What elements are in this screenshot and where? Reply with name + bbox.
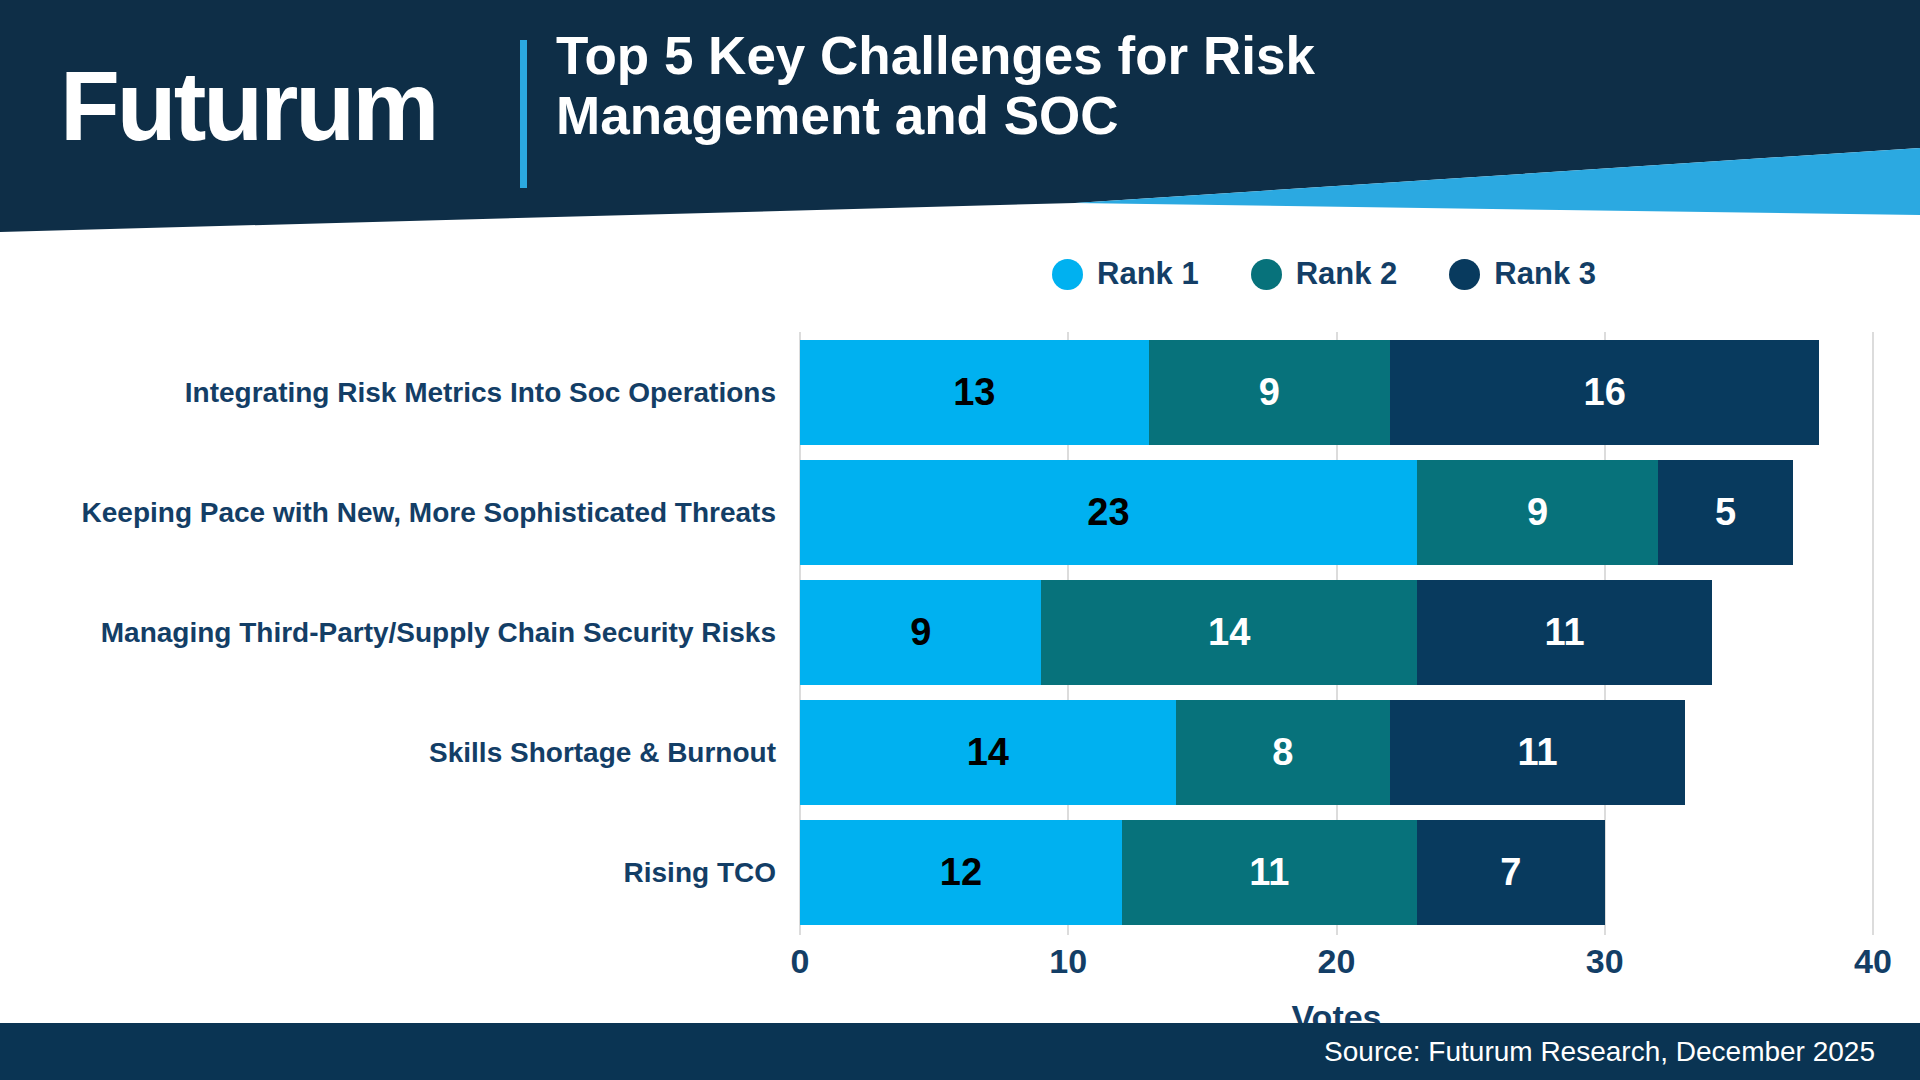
bar-value-label: 13 <box>953 371 995 414</box>
legend-label: Rank 2 <box>1296 256 1398 292</box>
bar-segment-rank-1: 23 <box>800 460 1417 565</box>
bar-value-label: 12 <box>940 851 982 894</box>
category-label: Integrating Risk Metrics Into Soc Operat… <box>0 340 776 445</box>
footer-bar: Source: Futurum Research, December 2025 <box>0 1023 1920 1080</box>
legend-label: Rank 1 <box>1097 256 1199 292</box>
bar-segment-rank-1: 12 <box>800 820 1122 925</box>
category-label: Managing Third-Party/Supply Chain Securi… <box>0 580 776 685</box>
bar-segment-rank-2: 9 <box>1417 460 1658 565</box>
legend-item-rank-3: Rank 3 <box>1449 256 1596 292</box>
category-label: Keeping Pace with New, More Sophisticate… <box>0 460 776 565</box>
legend-item-rank-2: Rank 2 <box>1251 256 1398 292</box>
gridline-40 <box>1872 332 1874 935</box>
bar-segment-rank-2: 14 <box>1041 580 1417 685</box>
bar-segment-rank-2: 9 <box>1149 340 1390 445</box>
infographic-canvas: Futurum Top 5 Key Challenges for Risk Ma… <box>0 0 1920 1080</box>
category-label: Skills Shortage & Burnout <box>0 700 776 805</box>
bar-value-label: 11 <box>1544 611 1584 654</box>
bar-value-label: 9 <box>1259 371 1280 414</box>
x-tick-40: 40 <box>1828 942 1918 981</box>
legend-swatch-icon <box>1052 259 1083 290</box>
source-attribution: Source: Futurum Research, December 2025 <box>1324 1036 1875 1068</box>
bar-value-label: 9 <box>1527 491 1548 534</box>
bar-value-label: 5 <box>1715 491 1736 534</box>
page-title-line2: Management and SOC <box>556 86 1315 146</box>
legend-label: Rank 3 <box>1494 256 1596 292</box>
bar-segment-rank-3: 7 <box>1417 820 1605 925</box>
futurum-logo: Futurum <box>60 26 436 186</box>
bar-segment-rank-2: 11 <box>1122 820 1417 925</box>
bar-segment-rank-2: 8 <box>1176 700 1391 805</box>
bar-value-label: 16 <box>1584 371 1626 414</box>
bar-value-label: 11 <box>1249 851 1289 894</box>
bar-value-label: 23 <box>1087 491 1129 534</box>
bar-segment-rank-3: 5 <box>1658 460 1792 565</box>
page-title: Top 5 Key Challenges for Risk Management… <box>556 26 1315 146</box>
bar-segment-rank-1: 9 <box>800 580 1041 685</box>
bar-value-label: 11 <box>1518 731 1558 774</box>
bar-segment-rank-1: 13 <box>800 340 1149 445</box>
legend-swatch-icon <box>1449 259 1480 290</box>
bar-value-label: 14 <box>1208 611 1250 654</box>
page-title-line1: Top 5 Key Challenges for Risk <box>556 26 1315 86</box>
chart-legend: Rank 1 Rank 2 Rank 3 <box>1052 256 1596 292</box>
bar-segment-rank-3: 11 <box>1390 700 1685 805</box>
bar-value-label: 8 <box>1272 731 1293 774</box>
x-tick-10: 10 <box>1023 942 1113 981</box>
bar-value-label: 14 <box>967 731 1009 774</box>
bar-segment-rank-3: 16 <box>1390 340 1819 445</box>
x-tick-20: 20 <box>1292 942 1382 981</box>
legend-item-rank-1: Rank 1 <box>1052 256 1199 292</box>
bar-value-label: 9 <box>910 611 931 654</box>
header-divider-line <box>520 40 527 188</box>
bar-segment-rank-3: 11 <box>1417 580 1712 685</box>
legend-swatch-icon <box>1251 259 1282 290</box>
x-tick-0: 0 <box>755 942 845 981</box>
x-tick-30: 30 <box>1560 942 1650 981</box>
bar-value-label: 7 <box>1500 851 1521 894</box>
category-label: Rising TCO <box>0 820 776 925</box>
bar-segment-rank-1: 14 <box>800 700 1176 805</box>
